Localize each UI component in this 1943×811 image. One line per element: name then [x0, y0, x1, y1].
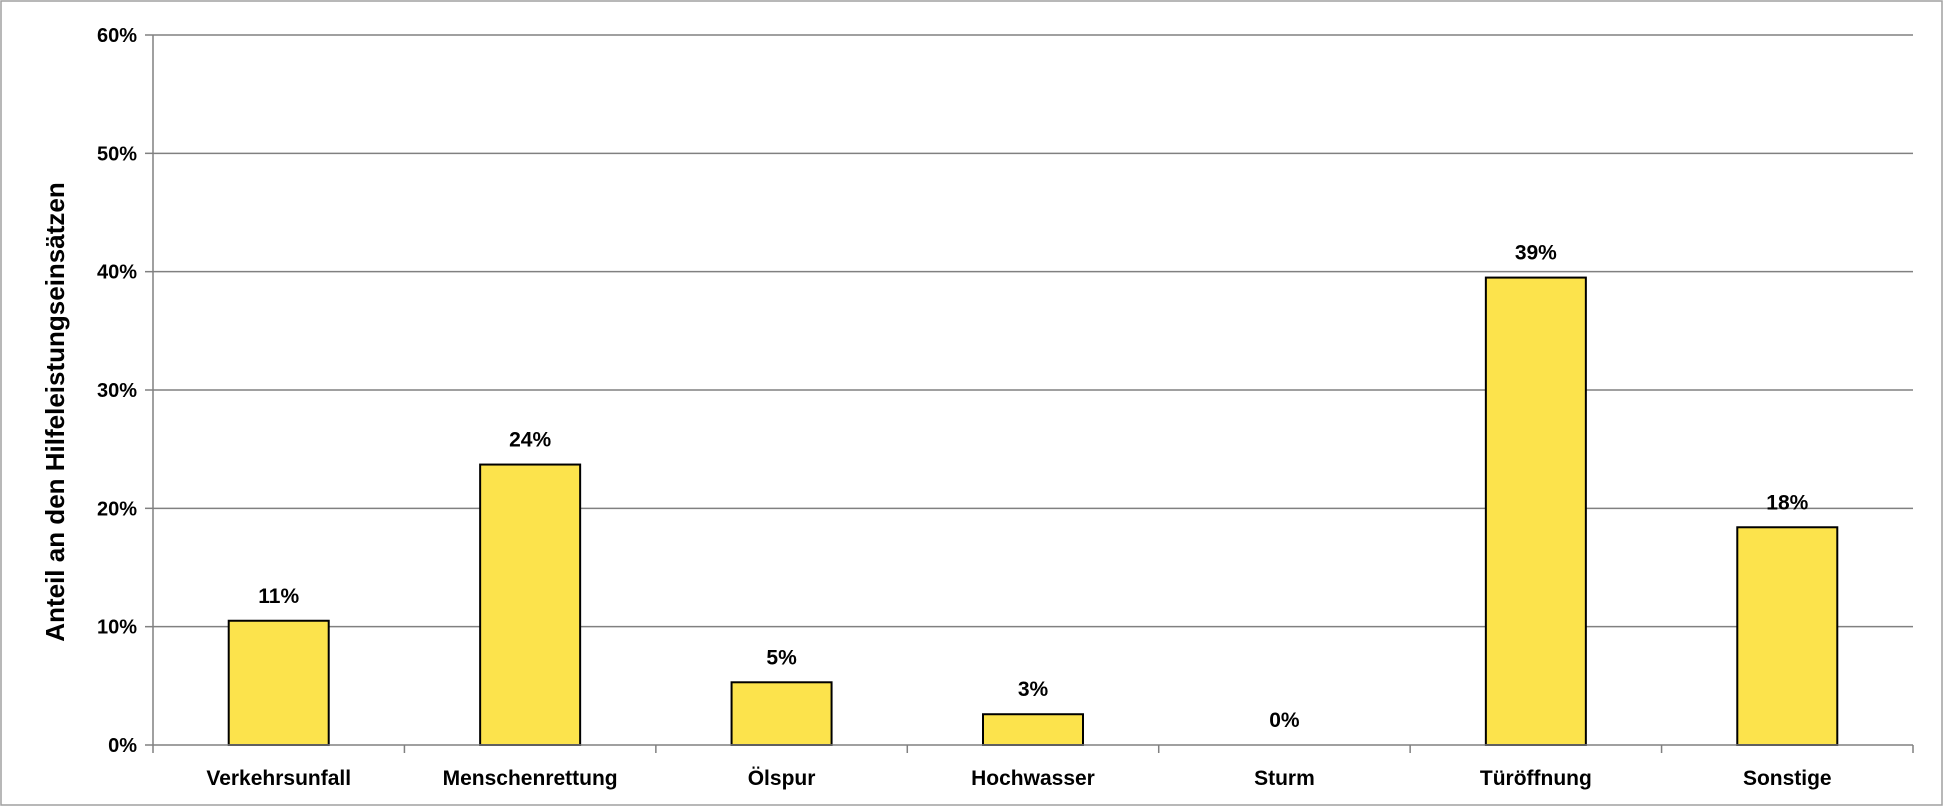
x-tick-label: Verkehrsunfall	[206, 767, 351, 790]
x-tick-label: Menschenrettung	[443, 767, 618, 790]
data-label: 5%	[766, 646, 797, 669]
y-tick-label: 50%	[97, 143, 137, 165]
bar	[479, 463, 582, 746]
y-tick-label: 0%	[108, 735, 137, 757]
data-label: 24%	[509, 429, 551, 452]
data-label: 0%	[1269, 709, 1300, 732]
x-tick-label: Türöffnung	[1480, 767, 1592, 790]
bar	[982, 713, 1084, 747]
y-tick-label: 20%	[97, 498, 137, 520]
bar	[1736, 526, 1839, 746]
bar	[730, 681, 833, 746]
y-tick-label: 60%	[97, 25, 137, 47]
x-tick-label: Hochwasser	[971, 767, 1095, 790]
data-label: 11%	[258, 585, 299, 608]
x-tick-label: Ölspur	[748, 767, 816, 790]
data-label: 3%	[1018, 678, 1049, 701]
y-tick-label: 10%	[97, 617, 137, 639]
bar	[227, 619, 330, 746]
y-tick-label: 30%	[97, 380, 137, 402]
bar	[1484, 276, 1587, 746]
labels: 0% 10% 20% 30% 40% 50% 60% 11% Verkehrsunfall 24%…	[97, 25, 1832, 790]
x-tick-label: Sturm	[1254, 767, 1315, 790]
x-tick-label: Sonstige	[1743, 767, 1832, 790]
axes	[145, 34, 1914, 753]
gridlines	[153, 34, 1913, 628]
y-tick-label: 40%	[97, 262, 137, 284]
data-label: 18%	[1766, 491, 1808, 514]
data-label: 39%	[1515, 242, 1557, 265]
bars	[227, 276, 1839, 747]
y-axis-title: Anteil an den Hilfeleistungseinsätzen	[40, 182, 70, 641]
